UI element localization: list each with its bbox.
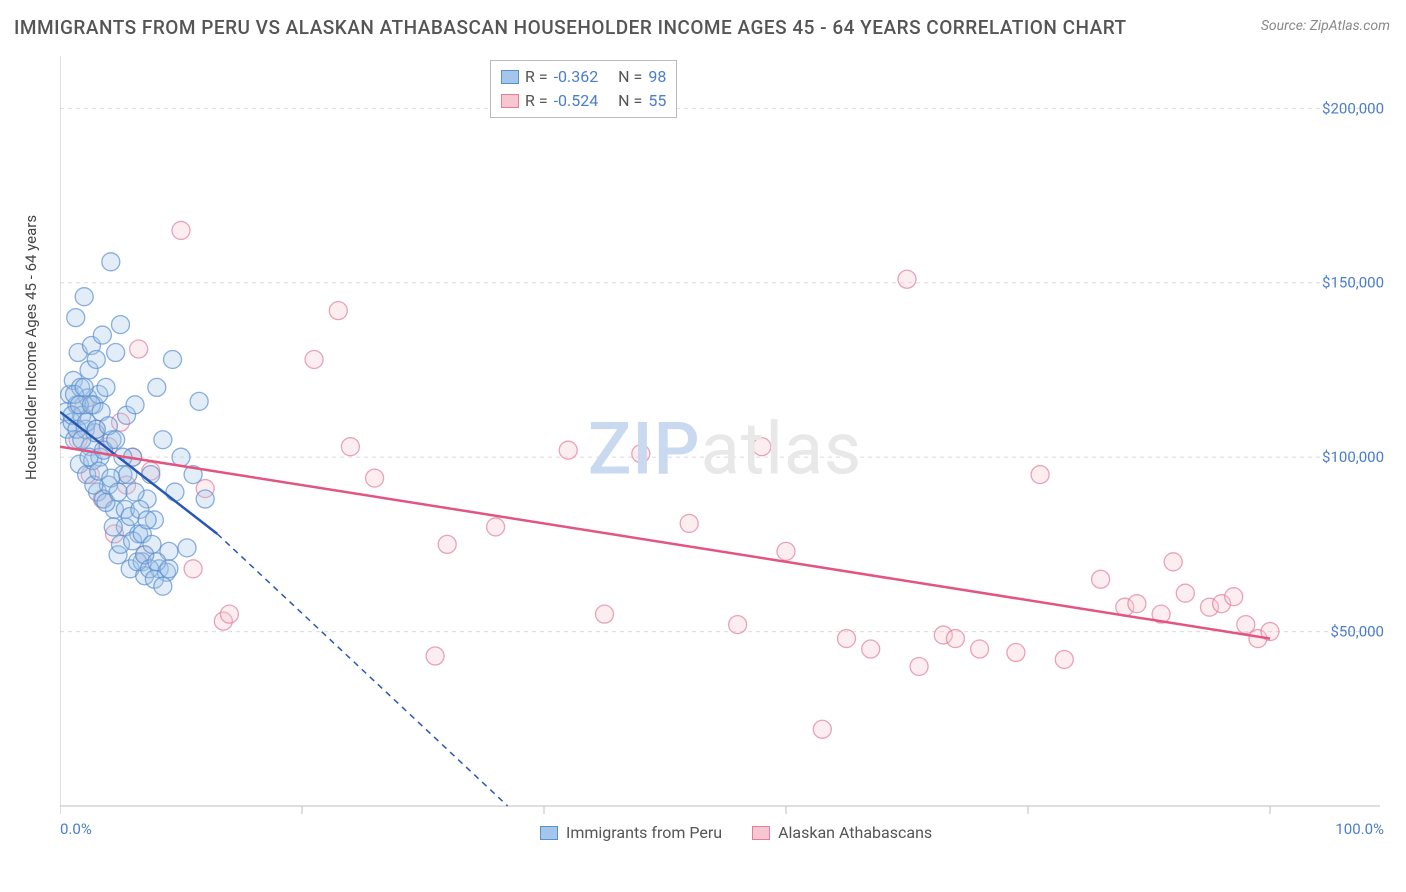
r-value: -0.524 [554,89,599,113]
data-point [777,542,795,560]
n-label: N = [618,65,642,89]
data-point [172,448,190,466]
data-point [341,438,359,456]
legend-row: R = -0.524 N = 55 [501,89,666,113]
data-point [971,640,989,658]
data-point [1031,466,1049,484]
data-point [97,378,115,396]
data-point [1164,553,1182,571]
legend-label: Immigrants from Peru [566,823,722,842]
legend-item: Immigrants from Peru [540,823,722,842]
chart-title: IMMIGRANTS FROM PERU VS ALASKAN ATHABASC… [14,16,1127,39]
data-point [1128,595,1146,613]
data-point [680,514,698,532]
legend-swatch [752,826,770,840]
legend-swatch [501,70,519,84]
legend-swatch [501,94,519,108]
data-point [196,490,214,508]
data-point [1092,570,1110,588]
y-tick-label: $150,000 [1322,274,1384,292]
trend-line [60,447,1270,639]
correlation-legend: R = -0.362 N = 98 R = -0.524 N = 55 [490,60,677,118]
data-point [154,431,172,449]
data-point [838,630,856,648]
data-point [109,483,127,501]
data-point [102,253,120,271]
data-point [329,302,347,320]
data-point [107,431,125,449]
data-point [438,535,456,553]
data-point [1225,588,1243,606]
data-point [160,560,178,578]
data-point [184,560,202,578]
data-point [112,316,130,334]
data-point [946,630,964,648]
series-legend: Immigrants from Peru Alaskan Athabascans [540,823,932,842]
y-tick-label: $200,000 [1322,99,1384,117]
data-point [164,350,182,368]
r-label: R = [525,65,548,89]
data-point [1007,644,1025,662]
data-point [75,378,93,396]
data-point [130,340,148,358]
r-label: R = [525,89,548,113]
legend-label: Alaskan Athabascans [778,823,932,842]
legend-row: R = -0.362 N = 98 [501,65,666,89]
data-point [178,539,196,557]
data-point [148,378,166,396]
data-point [366,469,384,487]
data-point [87,350,105,368]
data-point [596,605,614,623]
n-value: 98 [648,65,666,89]
legend-swatch [540,826,558,840]
chart-area: $50,000 $100,000 $150,000 $200,000 0.0% 100.0… [60,56,1390,850]
x-tick-label: 0.0% [60,820,92,838]
data-point [104,518,122,536]
y-tick-label: $50,000 [1330,623,1384,641]
data-point [190,392,208,410]
data-point [813,720,831,738]
data-point [143,535,161,553]
legend-item: Alaskan Athabascans [752,823,932,842]
x-tick-label: 100.0% [1335,820,1384,838]
data-point [1055,650,1073,668]
data-point [862,640,880,658]
data-point [632,445,650,463]
data-point [305,350,323,368]
data-point [753,438,771,456]
y-tick-label: $100,000 [1322,448,1384,466]
data-point [898,270,916,288]
data-point [910,657,928,675]
trend-extension [217,534,507,806]
source-label: Source: ZipAtlas.com [1261,18,1390,34]
data-point [93,326,111,344]
y-axis-label: Householder Income Ages 45 - 64 years [22,215,40,480]
data-point [126,483,144,501]
data-point [126,396,144,414]
data-point [172,221,190,239]
data-point [154,577,172,595]
n-value: 55 [648,89,666,113]
data-point [67,309,85,327]
scatter-plot: $50,000 $100,000 $150,000 $200,000 0.0% 100.0… [60,56,1390,850]
data-point [75,288,93,306]
data-point [559,441,577,459]
data-point [1176,584,1194,602]
data-point [107,344,125,362]
data-point [729,616,747,634]
data-point [220,605,238,623]
n-label: N = [618,89,642,113]
data-point [138,511,156,529]
r-value: -0.362 [554,65,599,89]
data-point [487,518,505,536]
data-point [166,483,184,501]
data-point [426,647,444,665]
